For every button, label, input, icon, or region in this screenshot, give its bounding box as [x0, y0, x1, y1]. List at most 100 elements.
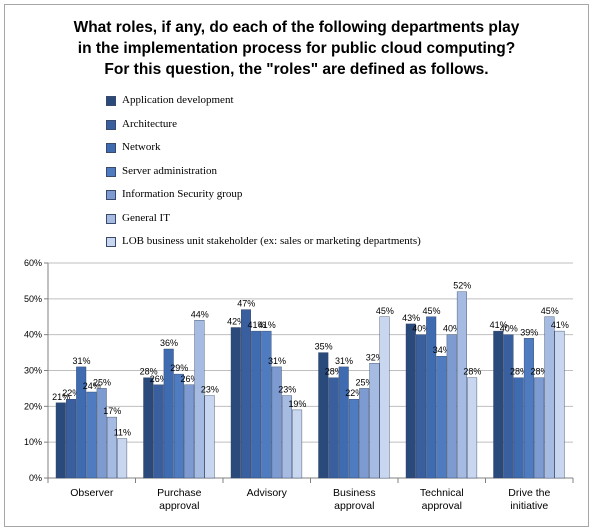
bar: [416, 334, 427, 479]
bar: [251, 330, 262, 479]
data-label: 41%: [551, 320, 569, 330]
category-label: approval: [159, 500, 199, 512]
legend-swatch-3: [106, 166, 116, 177]
data-label: 17%: [103, 406, 121, 416]
bar: [348, 399, 359, 479]
bar: [456, 291, 467, 479]
data-label: 24%: [83, 381, 101, 391]
title-line-3: For this question, the "roles" are defin…: [104, 61, 489, 78]
y-tick-label: 30%: [24, 366, 42, 376]
data-label: 47%: [237, 299, 255, 309]
bar: [240, 309, 251, 479]
bar: [523, 338, 534, 479]
bar: [230, 327, 241, 479]
data-label: 44%: [191, 309, 209, 319]
bar: [318, 352, 329, 479]
legend-label: LOB business unit stakeholder (ex: sales…: [122, 235, 421, 247]
legend-swatch-1: [106, 119, 116, 130]
legend-label: General IT: [122, 211, 170, 224]
category-label: initiative: [510, 500, 548, 512]
bar: [173, 373, 184, 479]
y-tick-label: 20%: [24, 401, 42, 411]
bar: [379, 316, 390, 479]
bar: [292, 409, 303, 479]
legend-swatch-5: [106, 213, 116, 224]
category-label: Purchase: [157, 487, 202, 499]
bar: [426, 316, 437, 479]
data-label: 11%: [114, 428, 131, 438]
title-line-2: in the implementation process for public…: [77, 40, 516, 57]
data-label: 45%: [422, 306, 440, 316]
bar: [328, 377, 339, 479]
bar: [544, 316, 555, 479]
y-tick-label: 10%: [24, 437, 42, 447]
bar: [153, 384, 164, 479]
chart-title: What roles, if any, do each of the follo…: [15, 17, 578, 80]
data-label: 31%: [72, 356, 90, 366]
data-label: 26%: [180, 374, 198, 384]
bar: [96, 388, 107, 479]
bar: [493, 330, 504, 479]
data-label: 31%: [268, 356, 286, 366]
bar: [106, 416, 117, 479]
category-label: Technical: [420, 487, 464, 499]
bar: [405, 323, 416, 479]
bar: [513, 377, 524, 479]
bar: [271, 366, 282, 479]
data-label: 23%: [278, 385, 296, 395]
category-label: approval: [334, 500, 374, 512]
bar: [281, 395, 292, 479]
y-tick-label: 0%: [29, 473, 42, 483]
legend-swatch-6: [106, 237, 116, 247]
data-label: 28%: [463, 367, 481, 377]
bar: [554, 330, 565, 479]
legend-label: Server administration: [122, 164, 218, 177]
data-label: 22%: [62, 388, 80, 398]
bar: [204, 395, 215, 479]
data-label: 25%: [93, 377, 111, 387]
data-label: 42%: [227, 317, 245, 327]
data-label: 41%: [247, 320, 265, 330]
bar: [163, 348, 174, 479]
data-label: 29%: [170, 363, 188, 373]
category-label: approval: [422, 500, 462, 512]
bar: [76, 366, 87, 479]
data-label: 28%: [140, 367, 158, 377]
data-label: 43%: [402, 313, 420, 323]
bar: [359, 388, 370, 479]
data-label: 23%: [201, 385, 219, 395]
legend-label: Application development: [122, 94, 234, 106]
data-label: 25%: [355, 377, 373, 387]
data-label: 22%: [345, 388, 363, 398]
bar: [467, 377, 478, 479]
bar: [261, 330, 272, 479]
data-label: 28%: [510, 367, 528, 377]
legend-label: Architecture: [122, 117, 177, 130]
data-label: 41%: [258, 320, 276, 330]
data-label: 40%: [500, 324, 518, 334]
bar: [184, 384, 195, 479]
legend-swatch-4: [106, 190, 116, 200]
data-label: 40%: [443, 324, 461, 334]
data-label: 32%: [366, 352, 384, 362]
category-label: Advisory: [247, 487, 288, 499]
legend-swatch-2: [106, 143, 116, 153]
category-label: Drive the: [508, 487, 550, 499]
data-label: 26%: [150, 374, 168, 384]
data-label: 31%: [335, 356, 353, 366]
data-label: 28%: [325, 367, 343, 377]
bar: [194, 320, 205, 479]
data-label: 36%: [160, 338, 178, 348]
bar: [534, 377, 545, 479]
bar: [143, 377, 154, 479]
data-label: 21%: [52, 392, 70, 402]
data-label: 35%: [315, 342, 333, 352]
legend-label: Network: [122, 141, 161, 153]
data-label: 45%: [541, 306, 559, 316]
y-tick-label: 40%: [24, 330, 42, 340]
data-label: 45%: [376, 306, 394, 316]
data-label: 52%: [453, 281, 471, 291]
data-label: 40%: [412, 324, 430, 334]
y-tick-label: 60%: [24, 258, 42, 268]
